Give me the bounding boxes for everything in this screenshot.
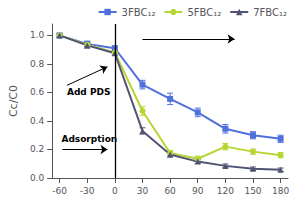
svg-text:-60: -60 — [52, 186, 67, 196]
svg-text:0.4: 0.4 — [30, 116, 45, 126]
svg-text:0.8: 0.8 — [30, 59, 45, 69]
svg-text:180: 180 — [272, 186, 289, 196]
svg-text:0.2: 0.2 — [30, 144, 44, 154]
svg-text:3FBC₁₂: 3FBC₁₂ — [122, 7, 156, 18]
svg-text:0: 0 — [112, 186, 118, 196]
svg-text:Cc/C0: Cc/C0 — [7, 85, 20, 117]
svg-text:150: 150 — [244, 186, 261, 196]
svg-text:0.6: 0.6 — [30, 87, 45, 97]
svg-text:90: 90 — [192, 186, 204, 196]
svg-text:120: 120 — [217, 186, 234, 196]
svg-text:30: 30 — [137, 186, 149, 196]
svg-text:0.0: 0.0 — [30, 173, 45, 183]
svg-text:5FBC₁₂: 5FBC₁₂ — [187, 7, 221, 18]
svg-text:Add PDS: Add PDS — [67, 87, 111, 97]
svg-text:1.0: 1.0 — [30, 30, 45, 40]
svg-text:Adsorption: Adsorption — [61, 134, 117, 144]
svg-text:60: 60 — [164, 186, 176, 196]
svg-text:-30: -30 — [80, 186, 95, 196]
svg-text:7FBC₁₂: 7FBC₁₂ — [253, 7, 287, 18]
